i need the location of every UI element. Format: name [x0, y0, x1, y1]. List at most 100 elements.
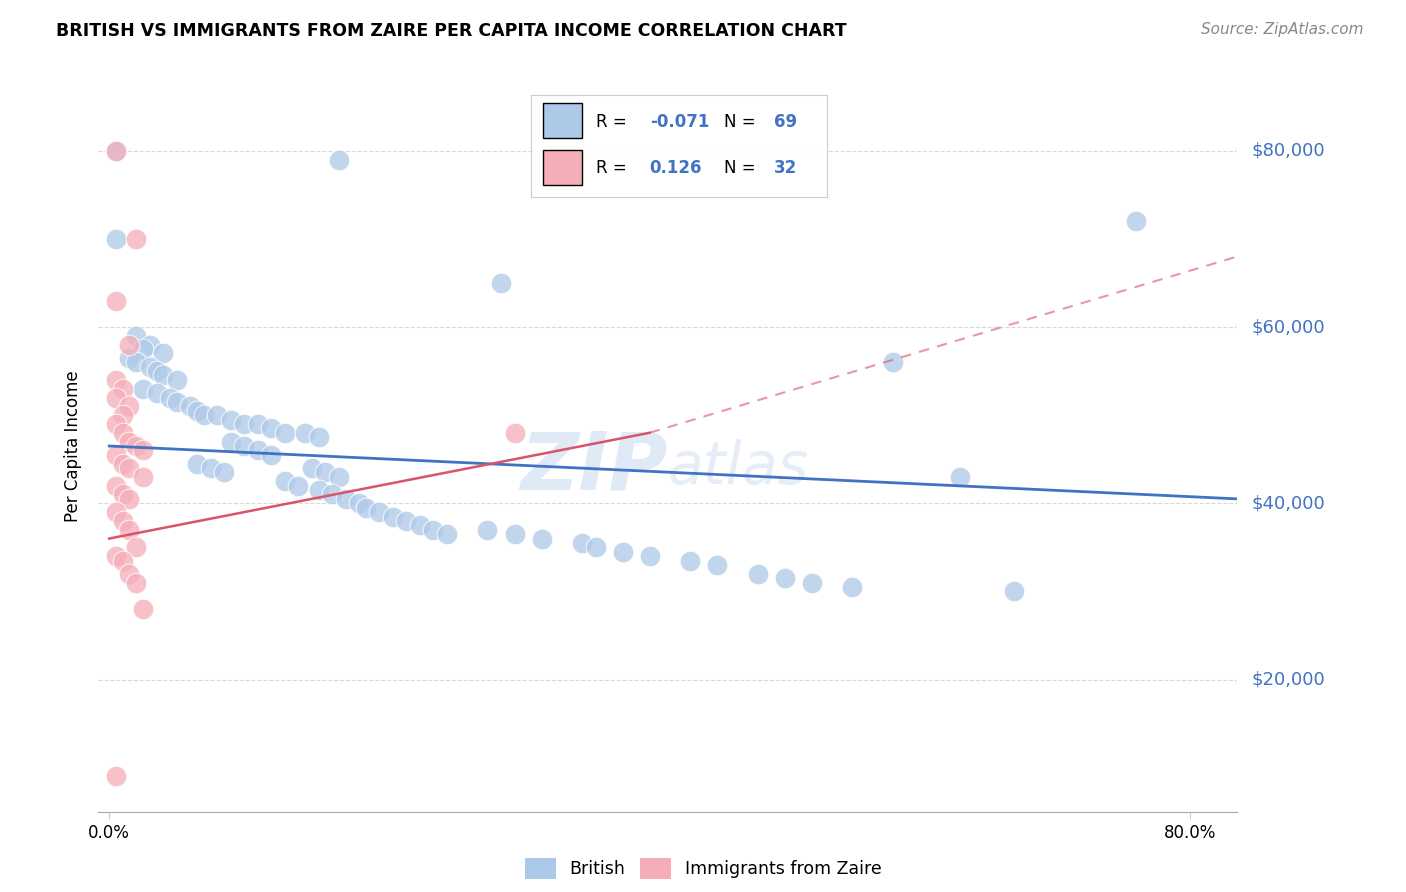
Point: [111, 553, 134, 567]
Point: [125, 355, 148, 369]
Point: [212, 466, 235, 480]
Point: [368, 505, 391, 519]
Point: [314, 466, 336, 480]
Point: [308, 483, 330, 497]
Point: [145, 364, 167, 378]
Point: [335, 491, 357, 506]
Point: [111, 382, 134, 396]
Point: [1125, 214, 1147, 228]
Point: [104, 417, 127, 431]
Point: [125, 232, 148, 246]
Point: [111, 514, 134, 528]
Point: [166, 373, 188, 387]
Point: [145, 386, 167, 401]
Point: [159, 391, 181, 405]
Point: [179, 400, 201, 414]
Point: [679, 553, 702, 567]
Point: [104, 549, 127, 563]
Point: [125, 575, 148, 590]
Text: $40,000: $40,000: [1251, 494, 1324, 512]
Point: [104, 373, 127, 387]
Point: [773, 571, 796, 585]
Point: [186, 457, 208, 471]
Point: [104, 391, 127, 405]
Text: atlas: atlas: [668, 440, 808, 497]
Point: [125, 541, 148, 555]
Point: [132, 470, 155, 484]
Point: [800, 575, 823, 590]
Point: [219, 434, 242, 449]
Point: [118, 351, 141, 365]
Point: [118, 434, 141, 449]
Point: [246, 443, 269, 458]
Point: [260, 448, 283, 462]
Point: [200, 461, 222, 475]
Text: ZIP: ZIP: [520, 429, 668, 507]
Point: [260, 421, 283, 435]
Text: BRITISH VS IMMIGRANTS FROM ZAIRE PER CAPITA INCOME CORRELATION CHART: BRITISH VS IMMIGRANTS FROM ZAIRE PER CAP…: [56, 22, 846, 40]
Point: [949, 470, 972, 484]
Point: [246, 417, 269, 431]
Point: [274, 425, 297, 440]
Point: [301, 461, 323, 475]
Point: [118, 400, 141, 414]
Point: [186, 403, 208, 417]
Point: [503, 527, 526, 541]
Point: [111, 425, 134, 440]
Legend: British, Immigrants from Zaire: British, Immigrants from Zaire: [524, 858, 882, 879]
Point: [706, 558, 728, 572]
Point: [287, 478, 309, 492]
Point: [104, 144, 127, 158]
Point: [233, 417, 256, 431]
Point: [294, 425, 316, 440]
Point: [321, 487, 343, 501]
Point: [139, 337, 162, 351]
Point: [118, 523, 141, 537]
Point: [118, 337, 141, 351]
Point: [132, 342, 155, 356]
Point: [477, 523, 499, 537]
Point: [104, 293, 127, 308]
Point: [422, 523, 444, 537]
Point: [882, 355, 904, 369]
Point: [193, 408, 215, 422]
Point: [409, 518, 432, 533]
Point: [841, 580, 863, 594]
Point: [274, 475, 297, 489]
Point: [489, 276, 512, 290]
Text: $80,000: $80,000: [1251, 142, 1324, 160]
Point: [166, 395, 188, 409]
Point: [207, 408, 229, 422]
Point: [104, 448, 127, 462]
Point: [118, 566, 141, 581]
Point: [104, 769, 127, 783]
Point: [118, 491, 141, 506]
Point: [111, 457, 134, 471]
Point: [328, 470, 350, 484]
Point: [233, 439, 256, 453]
Point: [125, 439, 148, 453]
Point: [503, 425, 526, 440]
Point: [612, 545, 634, 559]
Point: [747, 566, 769, 581]
Point: [381, 509, 404, 524]
Point: [104, 505, 127, 519]
Point: [530, 532, 553, 546]
Point: [571, 536, 593, 550]
Point: [638, 549, 661, 563]
Point: [436, 527, 458, 541]
Point: [1002, 584, 1025, 599]
Point: [219, 412, 242, 426]
Point: [152, 346, 174, 360]
Point: [118, 461, 141, 475]
Text: Source: ZipAtlas.com: Source: ZipAtlas.com: [1201, 22, 1364, 37]
Point: [132, 443, 155, 458]
Point: [139, 359, 162, 374]
Point: [104, 478, 127, 492]
Point: [354, 500, 377, 515]
Point: [585, 541, 607, 555]
Point: [111, 487, 134, 501]
Point: [347, 496, 370, 510]
Text: $20,000: $20,000: [1251, 671, 1324, 689]
Point: [104, 232, 127, 246]
